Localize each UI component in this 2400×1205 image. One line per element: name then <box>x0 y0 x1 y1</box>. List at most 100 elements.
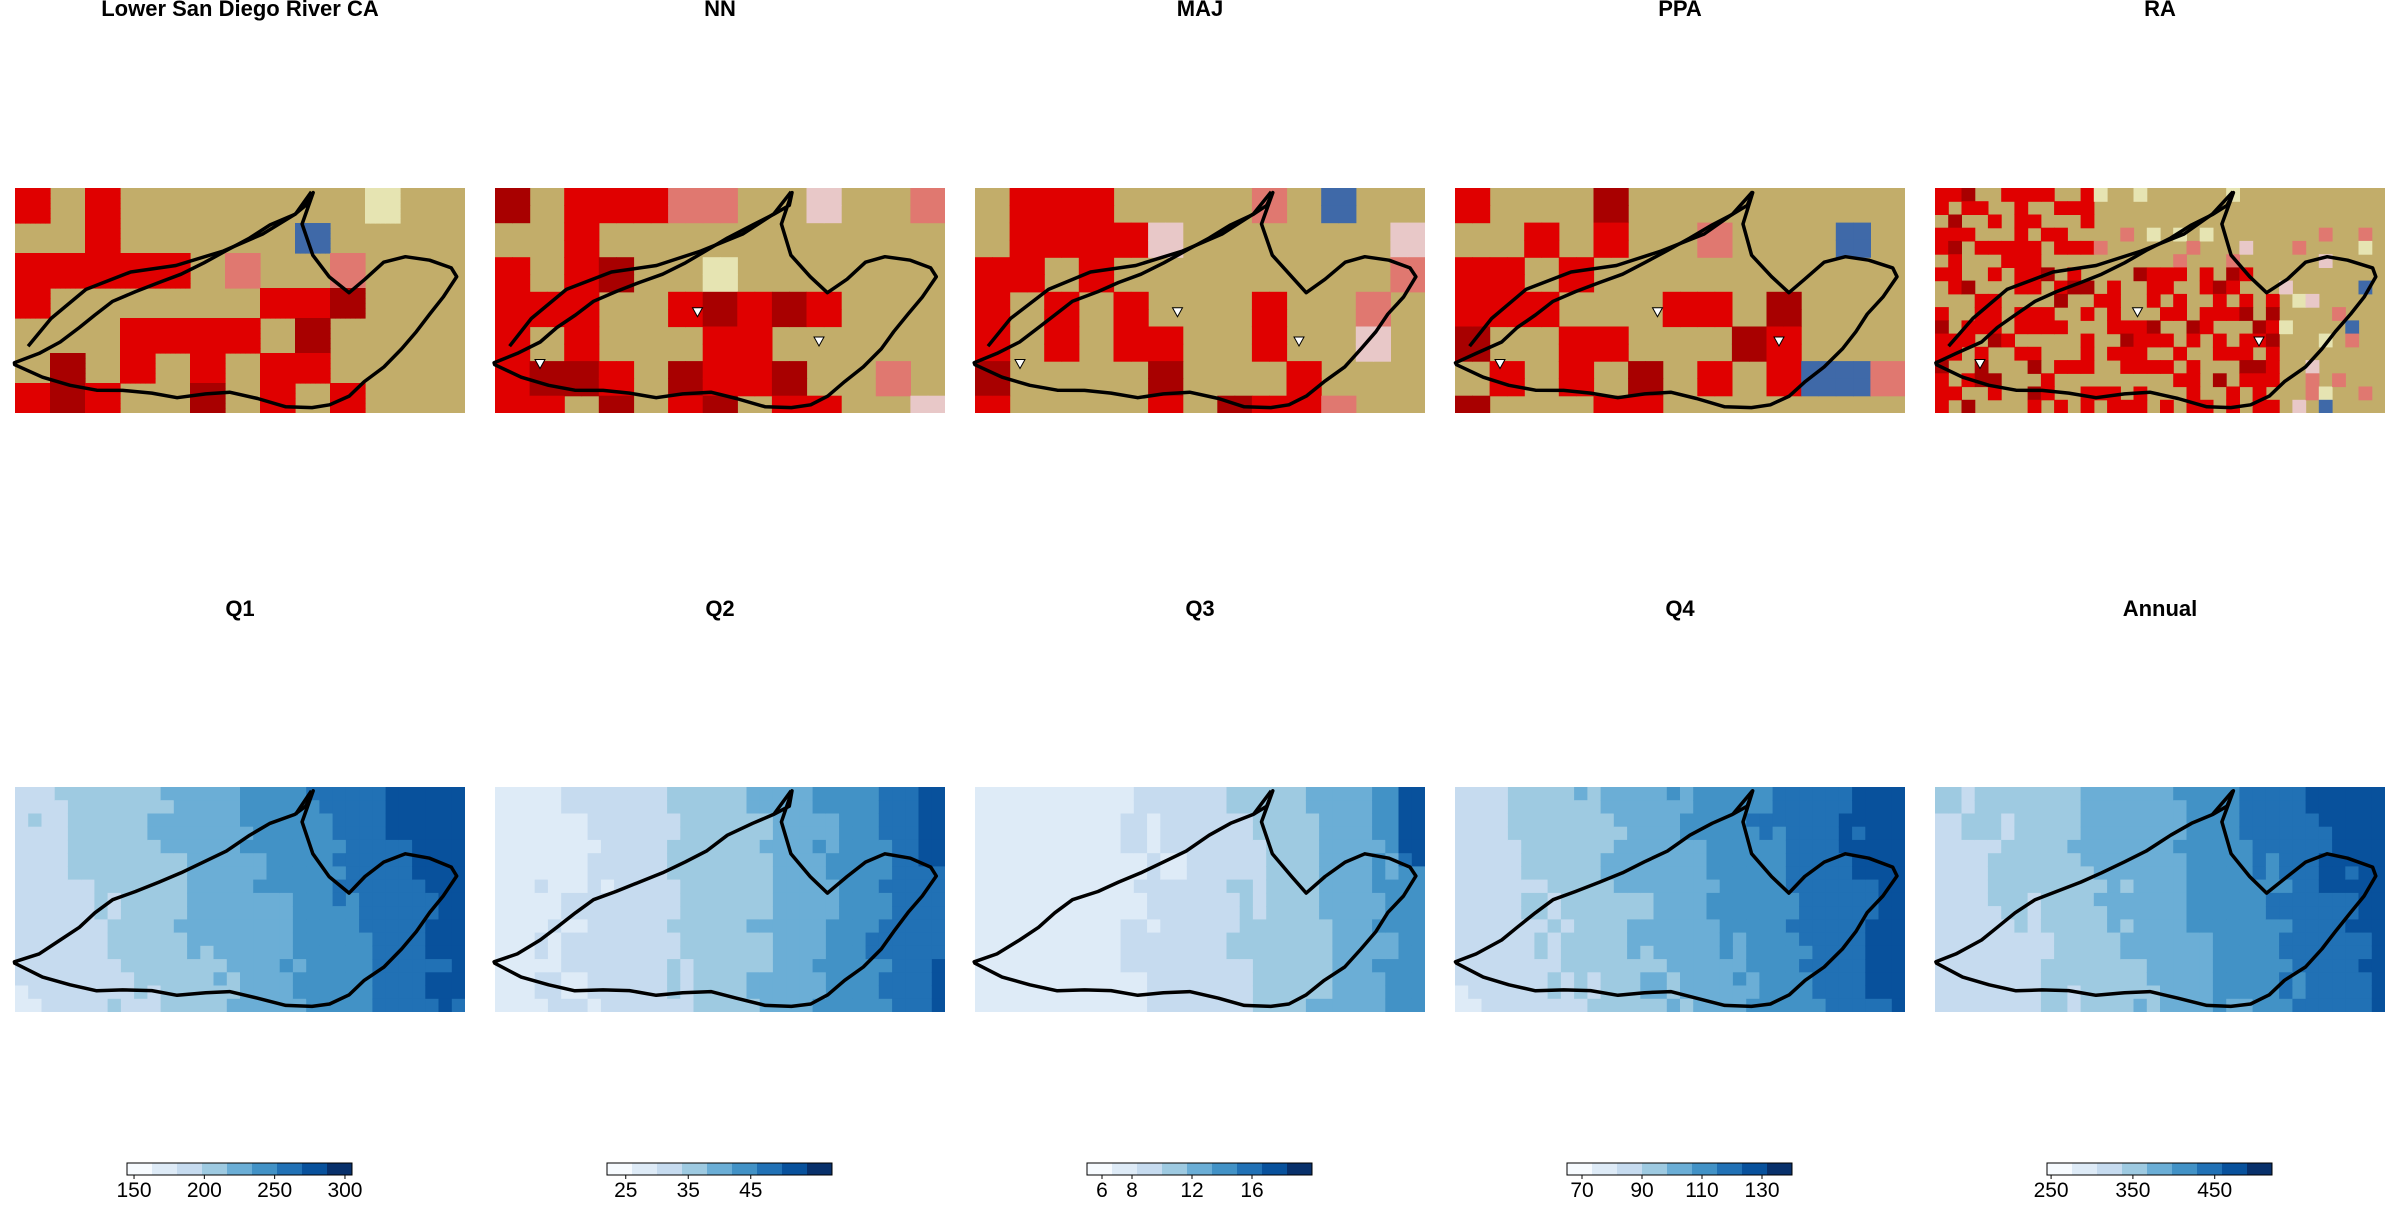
map-cell <box>975 800 989 814</box>
map-cell <box>15 213 21 219</box>
map-cell <box>210 328 216 334</box>
map-cell <box>110 193 116 199</box>
map-cell <box>205 403 211 409</box>
map-cell <box>703 205 721 223</box>
panel-title: MAJ <box>1177 0 1223 21</box>
map-cell <box>2213 373 2227 387</box>
map-cell <box>290 408 296 414</box>
map-cell <box>270 298 276 304</box>
map-cell <box>319 880 333 894</box>
map-cell <box>315 338 321 344</box>
map-cell <box>508 827 522 841</box>
map-cell <box>1611 240 1629 258</box>
map-cell <box>105 243 111 249</box>
map-cells <box>1455 787 1906 1013</box>
map-cell <box>210 338 216 344</box>
map-cell <box>1839 827 1853 841</box>
map-cell <box>135 333 141 339</box>
map-cell <box>1948 999 1962 1013</box>
map-cell <box>20 283 26 289</box>
map-cell <box>2134 959 2148 973</box>
map-cell <box>210 403 216 409</box>
map-cell <box>737 344 755 362</box>
map-cell <box>1962 201 1976 215</box>
map-cell <box>190 363 196 369</box>
map-cell <box>1935 933 1949 947</box>
map-cell <box>30 393 36 399</box>
map-cell <box>1332 986 1346 1000</box>
map-cell <box>2160 933 2174 947</box>
map-cell <box>694 880 708 894</box>
map-cell <box>1094 919 1108 933</box>
map-cell <box>1107 800 1121 814</box>
map-cell <box>1892 840 1906 854</box>
map-cell <box>305 333 311 339</box>
map-cell <box>1412 906 1426 920</box>
map-cell <box>773 946 787 960</box>
map-cell <box>1321 396 1339 414</box>
map-cell <box>399 800 413 814</box>
map-cell <box>110 228 116 234</box>
map-cell <box>2028 866 2042 880</box>
map-cell <box>988 827 1002 841</box>
map-cell <box>1601 787 1615 801</box>
map-cell <box>100 218 106 224</box>
map-cell <box>1667 999 1681 1013</box>
map-cell <box>522 866 536 880</box>
map-cell <box>75 393 81 399</box>
map-cell <box>1002 893 1016 907</box>
map-cell <box>1372 986 1386 1000</box>
map-cell <box>1962 800 1976 814</box>
map-cell <box>826 853 840 867</box>
map-cell <box>2147 294 2161 308</box>
map-cell <box>2001 880 2015 894</box>
map-cell <box>310 353 316 359</box>
map-cell <box>200 840 214 854</box>
map-cell <box>2279 906 2293 920</box>
map-cell <box>1720 866 1734 880</box>
map-cell <box>130 273 136 279</box>
map-cell <box>265 363 271 369</box>
map-cell <box>1521 933 1535 947</box>
map-cell <box>2292 933 2306 947</box>
map-cell <box>2266 933 2280 947</box>
map-cell <box>1068 853 1082 867</box>
map-cell <box>81 999 95 1013</box>
map-cell <box>2266 999 2280 1013</box>
map-cell <box>365 203 371 209</box>
map-cell <box>1399 906 1413 920</box>
map-cell <box>108 986 122 1000</box>
map-cell <box>105 248 111 254</box>
map-cell <box>1062 205 1080 223</box>
map-cell <box>165 348 171 354</box>
map-cell <box>1081 946 1095 960</box>
map-cell <box>135 378 141 384</box>
map-cell <box>333 972 347 986</box>
map-cell <box>1287 361 1305 379</box>
map-cell <box>1507 275 1525 293</box>
map-cell <box>280 313 286 319</box>
map-cell <box>975 309 993 327</box>
map-cell <box>1253 946 1267 960</box>
map-cell <box>641 827 655 841</box>
map-cell <box>250 258 256 264</box>
map-cell <box>1574 827 1588 841</box>
map-cell <box>1975 201 1989 215</box>
map-cell <box>599 205 617 223</box>
map-cell <box>1490 275 1508 293</box>
map-cell <box>185 343 191 349</box>
map-cell <box>1266 986 1280 1000</box>
map-cell <box>90 198 96 204</box>
map-cell <box>866 972 880 986</box>
map-cell <box>2120 999 2134 1013</box>
map-cell <box>240 919 254 933</box>
map-cell <box>305 318 311 324</box>
map-cell <box>1359 827 1373 841</box>
map-cell <box>125 253 131 259</box>
map-cell <box>267 972 281 986</box>
map-cell <box>200 318 206 324</box>
map-cell <box>1733 919 1747 933</box>
map-cell <box>85 403 91 409</box>
map-cell <box>879 787 893 801</box>
map-cell <box>919 959 933 973</box>
